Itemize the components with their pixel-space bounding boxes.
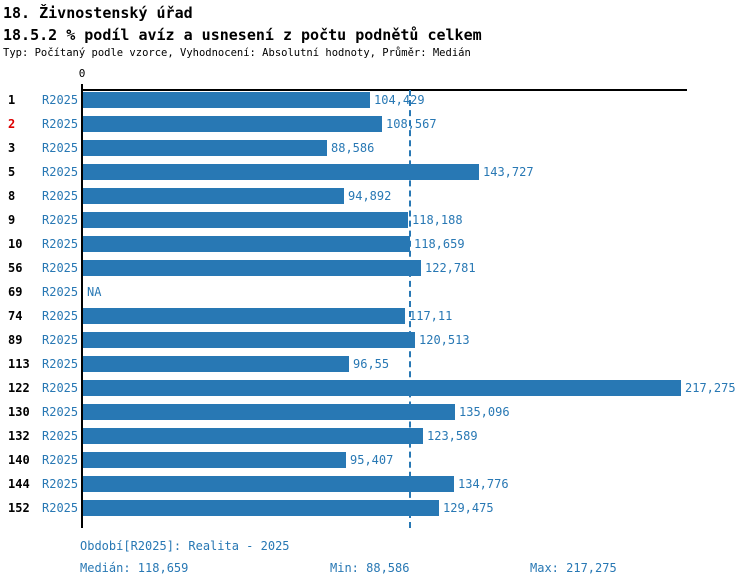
row-category-label: 3: [8, 141, 16, 155]
row-series-label: R2025: [42, 93, 79, 107]
row-series-label: R2025: [42, 453, 79, 467]
row-series-label: R2025: [42, 477, 79, 491]
bar-value-label: 123,589: [427, 429, 478, 443]
row-category-label: 113: [8, 357, 30, 371]
bar: [83, 332, 415, 348]
row-series-label: R2025: [42, 237, 79, 251]
row-series-label: R2025: [42, 357, 79, 371]
bar-value-label: 122,781: [425, 261, 476, 275]
row-series-label: R2025: [42, 261, 79, 275]
row-category-label: 2: [8, 117, 16, 131]
bar: [83, 116, 382, 132]
bar-na-label: NA: [87, 285, 102, 299]
footer-period: Období[R2025]: Realita - 2025: [80, 539, 290, 553]
row-category-label: 9: [8, 213, 16, 227]
row-series-label: R2025: [42, 381, 79, 395]
bar-value-label: 117,11: [409, 309, 453, 323]
row-series-label: R2025: [42, 501, 79, 515]
row-series-label: R2025: [42, 405, 79, 419]
row-category-label: 140: [8, 453, 30, 467]
chart-title: 18.5.2 % podíl avíz a usnesení z počtu p…: [3, 26, 482, 44]
page-title: 18. Živnostenský úřad: [3, 4, 193, 22]
bar-value-label: 118,188: [412, 213, 463, 227]
bar: [83, 476, 454, 492]
footer-min: Min: 88,586: [330, 561, 410, 575]
row-series-label: R2025: [42, 117, 79, 131]
row-category-label: 5: [8, 165, 16, 179]
bar-value-label: 104,429: [374, 93, 425, 107]
row-series-label: R2025: [42, 165, 79, 179]
bar-value-label: 94,892: [348, 189, 392, 203]
bar-value-label: 134,776: [458, 477, 509, 491]
footer-max: Max: 217,275: [530, 561, 617, 575]
row-category-label: 144: [8, 477, 30, 491]
row-category-label: 56: [8, 261, 23, 275]
bar-value-label: 88,586: [331, 141, 375, 155]
x-axis-zero-tick-label: 0: [78, 67, 86, 80]
bar: [83, 236, 410, 252]
row-category-label: 130: [8, 405, 30, 419]
row-category-label: 122: [8, 381, 30, 395]
bar: [83, 452, 346, 468]
bar: [83, 500, 439, 516]
row-series-label: R2025: [42, 333, 79, 347]
row-category-label: 8: [8, 189, 16, 203]
row-category-label: 132: [8, 429, 30, 443]
bar: [83, 428, 423, 444]
bar: [83, 308, 405, 324]
bar: [83, 404, 455, 420]
bar-value-label: 120,513: [419, 333, 470, 347]
bar: [83, 356, 349, 372]
bar: [83, 92, 370, 108]
footer-median: Medián: 118,659: [80, 561, 189, 575]
row-series-label: R2025: [42, 285, 79, 299]
median-line: [409, 90, 411, 528]
bar-value-label: 135,096: [459, 405, 510, 419]
row-category-label: 1: [8, 93, 16, 107]
x-axis-top-line: [81, 89, 687, 91]
bar: [83, 260, 421, 276]
row-series-label: R2025: [42, 309, 79, 323]
bar-value-label: 217,275: [685, 381, 736, 395]
bar-value-label: 95,407: [350, 453, 394, 467]
bar-value-label: 108,567: [386, 117, 437, 131]
row-series-label: R2025: [42, 189, 79, 203]
row-category-label: 152: [8, 501, 30, 515]
bar-value-label: 118,659: [414, 237, 465, 251]
row-category-label: 89: [8, 333, 23, 347]
row-category-label: 74: [8, 309, 23, 323]
chart-meta-line: Typ: Počítaný podle vzorce, Vyhodnocení:…: [3, 47, 471, 59]
bar: [83, 188, 344, 204]
bar-value-label: 129,475: [443, 501, 494, 515]
bar: [83, 164, 479, 180]
row-series-label: R2025: [42, 213, 79, 227]
bar: [83, 212, 408, 228]
row-category-label: 10: [8, 237, 23, 251]
bar: [83, 380, 681, 396]
y-axis-line: [81, 84, 83, 528]
row-series-label: R2025: [42, 429, 79, 443]
bar-value-label: 143,727: [483, 165, 534, 179]
bar: [83, 140, 327, 156]
row-category-label: 69: [8, 285, 23, 299]
row-series-label: R2025: [42, 141, 79, 155]
bar-value-label: 96,55: [353, 357, 390, 371]
